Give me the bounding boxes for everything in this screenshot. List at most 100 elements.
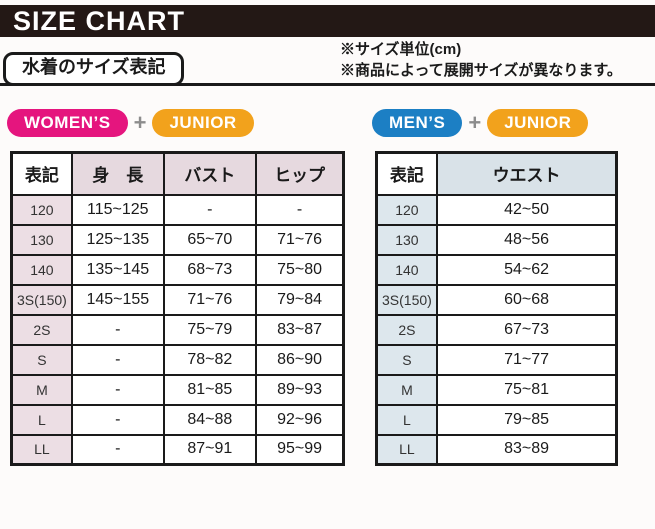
table-row: 140 54~62: [375, 253, 618, 286]
size-range-cell: 75~80: [254, 253, 345, 286]
size-notes: ※サイズ単位(cm) ※商品によって展開サイズが異なります。: [340, 39, 622, 81]
size-range-cell: 79~84: [254, 283, 345, 316]
table-row: 120 115~125- -: [10, 193, 345, 226]
size-range-cell: 67~73: [435, 313, 618, 346]
table-row: 2S -75~79 83~87: [10, 313, 345, 346]
size-code-cell: 120: [375, 193, 438, 226]
size-code-cell: 2S: [10, 313, 73, 346]
size-range-cell: 78~82: [162, 343, 257, 376]
size-code-cell: M: [375, 373, 438, 406]
junior-badge: JUNIOR: [487, 109, 589, 137]
size-range-cell: 54~62: [435, 253, 618, 286]
size-range-cell: 60~68: [435, 283, 618, 316]
size-code-cell: L: [375, 403, 438, 436]
size-range-cell: 87~91: [162, 433, 257, 466]
size-code-cell: S: [10, 343, 73, 376]
table-row: S 71~77: [375, 343, 618, 376]
table-row: 120 42~50: [375, 193, 618, 226]
size-range-cell: 92~96: [254, 403, 345, 436]
size-range-cell: 48~56: [435, 223, 618, 256]
column-header: 表記: [375, 151, 438, 196]
size-range-cell: 81~85: [162, 373, 257, 406]
table-row: L -84~88 92~96: [10, 403, 345, 436]
table-row: M 75~81: [375, 373, 618, 406]
size-range-cell: 42~50: [435, 193, 618, 226]
column-header: バスト: [162, 151, 257, 196]
column-header: 身 長: [70, 151, 165, 196]
size-range-cell: -: [70, 433, 165, 466]
section-divider: 水着のサイズ表記: [0, 44, 655, 86]
size-code-cell: 140: [10, 253, 73, 286]
table-header: 表記身 長バスト ヒップ: [10, 151, 345, 196]
size-range-cell: 125~135: [70, 223, 165, 256]
size-code-cell: 3S(150): [375, 283, 438, 316]
header-row: 表記身 長バスト ヒップ: [10, 151, 345, 196]
column-header: 表記: [10, 151, 73, 196]
mens-junior-size-table: 表記 ウエスト 120 42~50 130 48~56 140 54~62 3S(150) 60…: [375, 151, 619, 466]
size-range-cell: 95~99: [254, 433, 345, 466]
size-code-cell: LL: [375, 433, 438, 466]
column-header: ヒップ: [254, 151, 345, 196]
table-row: 130 48~56: [375, 223, 618, 256]
table-row: 130 125~135 65~70 71~76: [10, 223, 345, 256]
page-title-bar: SIZE CHART: [0, 5, 655, 37]
table-row: S -78~82 86~90: [10, 343, 345, 376]
size-range-cell: 75~79: [162, 313, 257, 346]
note-availability: ※商品によって展開サイズが異なります。: [340, 62, 622, 79]
size-range-cell: -: [70, 403, 165, 436]
column-header: ウエスト: [435, 151, 618, 196]
plus-sign: +: [133, 110, 147, 135]
size-range-cell: 115~125: [70, 193, 165, 226]
size-range-cell: 65~70: [162, 223, 257, 256]
page-title: SIZE CHART: [13, 5, 185, 36]
note-unit: ※サイズ単位(cm): [340, 41, 462, 58]
size-range-cell: -: [70, 343, 165, 376]
table-row: 3S(150) 60~68: [375, 283, 618, 316]
womens-junior-size-table: 表記身 長バスト ヒップ 120 115~125- -130 125~135 65~70 7…: [10, 151, 346, 466]
mens-junior-badges: MEN’S + JUNIOR: [372, 109, 589, 137]
size-code-cell: 120: [10, 193, 73, 226]
womens-badge: WOMEN’S: [7, 109, 128, 137]
table-row: L 79~85: [375, 403, 618, 436]
size-range-cell: 135~145: [70, 253, 165, 286]
size-range-cell: 68~73: [162, 253, 257, 286]
mens-badge: MEN’S: [372, 109, 463, 137]
size-range-cell: -: [162, 193, 257, 226]
plus-sign: +: [468, 110, 482, 135]
size-range-cell: 89~93: [254, 373, 345, 406]
size-code-cell: 130: [375, 223, 438, 256]
size-range-cell: 84~88: [162, 403, 257, 436]
size-range-cell: 86~90: [254, 343, 345, 376]
table-header: 表記 ウエスト: [375, 151, 618, 196]
size-code-cell: 2S: [375, 313, 438, 346]
size-range-cell: -: [70, 373, 165, 406]
table-row: 2S 67~73: [375, 313, 618, 346]
table-row: LL 83~89: [375, 433, 618, 466]
header-row: 表記 ウエスト: [375, 151, 618, 196]
size-range-cell: 83~87: [254, 313, 345, 346]
size-code-cell: 130: [10, 223, 73, 256]
size-range-cell: -: [70, 313, 165, 346]
size-range-cell: 71~77: [435, 343, 618, 376]
size-code-cell: 140: [375, 253, 438, 286]
table-row: M -81~85 89~93: [10, 373, 345, 406]
table-row: 3S(150) 145~155 71~76 79~84: [10, 283, 345, 316]
size-range-cell: 71~76: [162, 283, 257, 316]
size-code-cell: LL: [10, 433, 73, 466]
size-code-cell: L: [10, 403, 73, 436]
size-range-cell: -: [254, 193, 345, 226]
size-range-cell: 71~76: [254, 223, 345, 256]
womens-junior-badges: WOMEN’S + JUNIOR: [7, 109, 254, 137]
size-range-cell: 83~89: [435, 433, 618, 466]
table-body: 120 42~50 130 48~56 140 54~62 3S(150) 60~68 2S 67…: [375, 193, 618, 466]
size-code-cell: S: [375, 343, 438, 376]
size-code-cell: 3S(150): [10, 283, 73, 316]
size-range-cell: 75~81: [435, 373, 618, 406]
table-row: 140 135~145 68~73 75~80: [10, 253, 345, 286]
table-body: 120 115~125- -130 125~135 65~70 71~76 140 135~1…: [10, 193, 345, 466]
size-range-cell: 79~85: [435, 403, 618, 436]
section-label: 水着のサイズ表記: [3, 52, 185, 86]
table-row: LL -87~91 95~99: [10, 433, 345, 466]
junior-badge: JUNIOR: [152, 109, 254, 137]
size-code-cell: M: [10, 373, 73, 406]
